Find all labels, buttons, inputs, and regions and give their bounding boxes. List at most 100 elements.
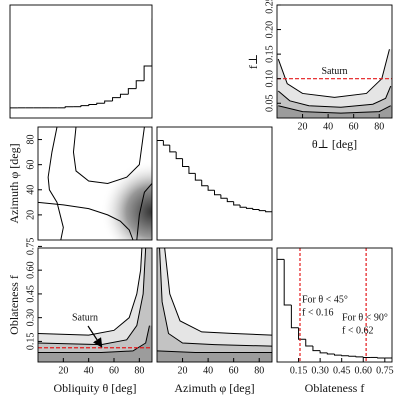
contour bbox=[38, 325, 150, 353]
x-tick-label: 60 bbox=[349, 121, 359, 132]
arrow bbox=[87, 325, 103, 348]
y-axis-label: Oblateness f bbox=[7, 275, 21, 335]
panel-frame bbox=[37, 126, 153, 241]
contour bbox=[47, 127, 64, 240]
y-tick-label: 0.45 bbox=[25, 285, 36, 303]
contour bbox=[277, 85, 392, 108]
histogram-step bbox=[194, 173, 202, 181]
y-tick-label: 0.30 bbox=[25, 309, 36, 327]
histogram-step bbox=[64, 106, 74, 108]
panel bbox=[38, 248, 152, 362]
histogram-step bbox=[112, 97, 121, 102]
histogram-step bbox=[239, 204, 247, 208]
y-tick-label: 0.10 bbox=[264, 70, 275, 88]
density-shade bbox=[38, 248, 152, 362]
density-shade bbox=[38, 248, 152, 362]
histogram-step bbox=[245, 207, 253, 209]
density-shade bbox=[277, 105, 392, 118]
contour bbox=[159, 248, 272, 347]
histogram-step bbox=[162, 140, 170, 146]
histogram-step bbox=[157, 140, 164, 240]
panel bbox=[277, 248, 392, 362]
annotation: Saturn bbox=[72, 312, 98, 323]
histogram-step bbox=[298, 327, 306, 340]
histogram-step bbox=[377, 357, 385, 359]
histogram-step bbox=[233, 201, 241, 206]
histogram-step bbox=[88, 103, 97, 106]
histogram-step bbox=[226, 198, 234, 203]
y-tick-label: 40 bbox=[25, 185, 36, 195]
x-tick-label: 40 bbox=[84, 365, 94, 376]
annotation: For θ < 45° bbox=[302, 294, 348, 305]
histogram-step bbox=[290, 305, 299, 329]
panel bbox=[38, 127, 152, 240]
panel bbox=[277, 49, 392, 118]
x-tick-label: 0.30 bbox=[311, 365, 329, 376]
panel bbox=[157, 248, 272, 362]
histogram-step bbox=[258, 209, 266, 212]
histogram-step bbox=[220, 194, 228, 199]
histogram-step bbox=[277, 258, 285, 362]
annotation: Saturn bbox=[321, 66, 347, 77]
contour bbox=[38, 201, 134, 240]
x-tick-label: 80 bbox=[134, 365, 144, 376]
histogram-step bbox=[334, 354, 342, 356]
histogram-step bbox=[182, 158, 189, 168]
x-axis-label: Obliquity θ [deg] bbox=[53, 381, 136, 395]
contour bbox=[136, 183, 152, 240]
histogram-step bbox=[348, 355, 357, 357]
x-tick-label: 0.45 bbox=[333, 365, 351, 376]
histogram-step bbox=[319, 350, 328, 354]
y-tick-label: 0.20 bbox=[264, 21, 275, 38]
x-tick-label: 80 bbox=[374, 121, 384, 132]
x-tick-label: 40 bbox=[323, 121, 333, 132]
x-tick-label: 0.15 bbox=[290, 365, 308, 376]
y-tick-label: 80 bbox=[25, 135, 36, 145]
contour bbox=[157, 350, 272, 353]
annotation: f < 0.16 bbox=[302, 307, 333, 318]
density-shade bbox=[277, 86, 392, 118]
x-axis-label: Azimuth φ [deg] bbox=[174, 381, 254, 395]
histogram-step bbox=[169, 145, 177, 153]
y-tick-label: 0.60 bbox=[25, 261, 36, 279]
panel-frame bbox=[276, 247, 393, 363]
contour bbox=[38, 248, 143, 336]
density-shade bbox=[157, 248, 272, 362]
panel-frame bbox=[9, 4, 153, 119]
histogram-step bbox=[143, 65, 152, 81]
histogram-step bbox=[135, 80, 145, 89]
x-tick-label: 20 bbox=[298, 121, 308, 132]
x-tick-label: 80 bbox=[254, 365, 264, 376]
y-tick-label: 0.15 bbox=[25, 333, 36, 351]
panel bbox=[10, 18, 152, 118]
histogram-step bbox=[96, 102, 105, 105]
histogram-step bbox=[80, 105, 89, 107]
x-axis-label: θ⊥ [deg] bbox=[312, 137, 357, 151]
histogram-step bbox=[207, 185, 215, 191]
y-axis-label: Azimuth φ [deg] bbox=[7, 143, 21, 223]
histogram-step bbox=[341, 355, 349, 357]
histogram-step bbox=[119, 93, 129, 98]
y-tick-label: 0.25 bbox=[264, 0, 275, 14]
x-tick-label: 0.75 bbox=[376, 365, 394, 376]
histogram-step bbox=[104, 100, 113, 104]
histogram-step bbox=[326, 352, 335, 355]
y-tick-label: 0.75 bbox=[25, 238, 36, 256]
histogram-step bbox=[265, 210, 272, 213]
annotation: f < 0.62 bbox=[342, 325, 373, 336]
histogram-step bbox=[312, 346, 321, 352]
annotation: For θ < 90° bbox=[342, 312, 388, 323]
histogram-step bbox=[252, 208, 260, 210]
y-tick-label: 0.15 bbox=[264, 45, 275, 63]
contour bbox=[38, 248, 147, 346]
histogram-step bbox=[10, 107, 18, 118]
density-shade bbox=[277, 49, 392, 118]
contour bbox=[278, 105, 391, 114]
histogram-step bbox=[355, 356, 364, 358]
histogram-step bbox=[283, 259, 292, 306]
density-shade bbox=[157, 248, 272, 362]
density-shade bbox=[157, 350, 272, 362]
y-tick-label: 0.05 bbox=[264, 95, 275, 113]
y-axis-label: f⊥ bbox=[246, 54, 260, 69]
x-axis-label: Oblateness f bbox=[305, 381, 365, 395]
